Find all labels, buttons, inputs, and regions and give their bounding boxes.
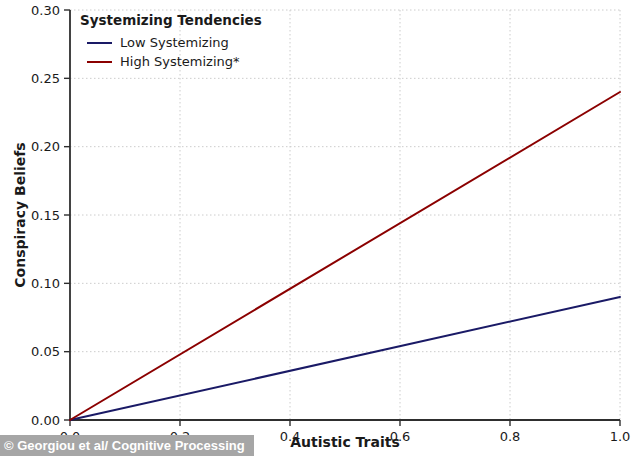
legend-title: Systemizing Tendencies — [80, 12, 262, 28]
y-tick-label-0.30: 0.30 — [31, 3, 60, 18]
series-line-high-systemizing — [70, 92, 620, 420]
y-tick-label-0.10: 0.10 — [31, 276, 60, 291]
x-tick-label-0.8: 0.8 — [500, 429, 521, 444]
legend-entry-label: Low Systemizing — [120, 35, 229, 50]
legend-line-swatch — [87, 61, 112, 63]
watermark: © Georgiou et al/ Cognitive Processing — [0, 435, 254, 456]
y-tick-label-0.05: 0.05 — [31, 344, 60, 359]
legend: Systemizing Tendencies Low Systemizing Hi… — [80, 12, 262, 71]
y-axis-label: Conspiracy Beliefs — [12, 142, 28, 287]
legend-line-swatch — [87, 42, 112, 44]
y-tick-label-0.00: 0.00 — [31, 413, 60, 428]
chart-figure: 0.00.20.40.60.81.00.000.050.100.150.200.… — [0, 0, 634, 456]
y-tick-label-0.15: 0.15 — [31, 208, 60, 223]
y-tick-label-0.25: 0.25 — [31, 71, 60, 86]
legend-entry-label: High Systemizing* — [120, 54, 240, 69]
legend-entry: High Systemizing* — [80, 52, 262, 71]
x-axis-label: Autistic Traits — [290, 434, 399, 450]
y-tick-label-0.20: 0.20 — [31, 139, 60, 154]
legend-entry: Low Systemizing — [80, 33, 262, 52]
series-line-low-systemizing — [70, 297, 620, 420]
x-tick-label-1.0: 1.0 — [610, 429, 631, 444]
legend-entries: Low Systemizing High Systemizing* — [80, 33, 262, 71]
